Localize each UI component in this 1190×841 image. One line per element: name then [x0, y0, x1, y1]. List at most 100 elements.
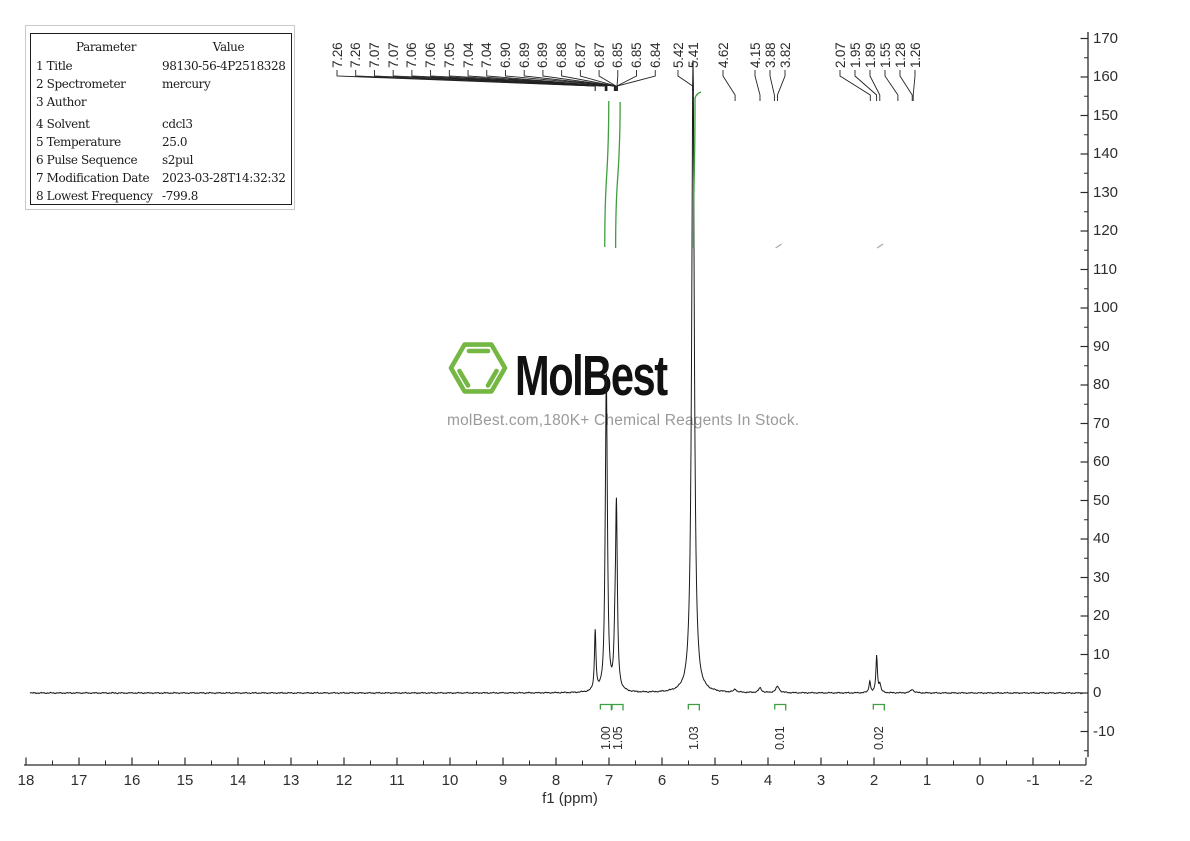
integral-value: 0.01 [773, 726, 788, 750]
y-tick-label: 40 [1093, 530, 1110, 547]
param-row-name: 1 Title [36, 59, 73, 73]
watermark-brand: MolBest [515, 344, 668, 408]
peak-label: 7.06 [404, 42, 420, 68]
y-tick-label: 150 [1093, 106, 1119, 124]
peak-label: 6.89 [516, 42, 532, 68]
integral-value: 0.02 [871, 726, 886, 750]
y-tick-label: 90 [1093, 337, 1110, 355]
param-row-value: 2023-03-28T14:32:32 [162, 171, 286, 185]
peak-label: 5.42 [670, 42, 686, 68]
param-row-name: 5 Temperature [36, 135, 121, 149]
watermark-tagline: molBest.com,180K+ Chemical Reagents In S… [447, 412, 800, 429]
peak-label: 1.26 [907, 42, 923, 68]
x-tick-label: 4 [763, 772, 773, 789]
peak-label: 6.87 [572, 42, 588, 68]
peak-label: 4.15 [747, 42, 763, 68]
peak-label: 7.04 [479, 42, 495, 68]
x-tick-label: 6 [657, 772, 667, 789]
integral-value: 1.03 [686, 726, 701, 750]
y-tick-label: 80 [1093, 376, 1110, 393]
peak-label: 7.04 [460, 42, 476, 68]
y-tick-label: 70 [1093, 414, 1110, 432]
x-tick-label: 8 [551, 772, 561, 789]
peak-label: 6.90 [497, 42, 513, 68]
param-row-value: cdcl3 [162, 117, 193, 131]
integral-curves [604, 91, 884, 249]
table-header-value: Value [212, 40, 245, 54]
y-tick-label: 30 [1093, 568, 1110, 586]
peak-leader-lines [336, 70, 916, 101]
peak-label: 4.62 [715, 42, 731, 68]
y-tick-label: 60 [1093, 453, 1110, 470]
peak-label: 6.84 [647, 42, 663, 68]
x-tick-label: 3 [816, 772, 826, 789]
x-tick-label: 18 [17, 772, 35, 789]
peak-label: 3.82 [777, 42, 793, 68]
param-row-name: 6 Pulse Sequence [36, 153, 138, 167]
peak-label: 7.26 [348, 42, 364, 68]
param-row-name: 4 Solvent [36, 117, 90, 131]
x-axis-title: f1 (ppm) [542, 790, 598, 807]
parameter-table-frame: Parameter Value 1 Title 98130-56-4P251832… [30, 33, 292, 205]
peak-label: 1.95 [847, 42, 863, 68]
peak-label: 5.41 [685, 42, 701, 68]
nmr-trace [29, 60, 1084, 695]
peak-label: 6.87 [591, 42, 607, 68]
peak-label: 6.89 [535, 42, 551, 68]
x-tick-label: 5 [710, 772, 720, 789]
y-tick-label: 120 [1093, 222, 1119, 239]
y-tick-label: 50 [1093, 491, 1110, 509]
peak-label: 7.07 [366, 42, 382, 68]
y-tick-label: 100 [1093, 299, 1119, 316]
peak-label: 3.88 [762, 42, 778, 68]
peak-label: 6.88 [554, 42, 570, 68]
y-tick-label: -10 [1093, 722, 1115, 740]
x-tick-label: 1 [922, 772, 932, 789]
peak-label: 1.89 [862, 42, 878, 68]
param-row-value: 25.0 [162, 135, 188, 149]
y-tick-label: 110 [1093, 260, 1117, 278]
x-tick-label: -2 [1079, 772, 1093, 789]
param-row-value: 98130-56-4P2518328 [162, 59, 286, 73]
integral-value: 1.05 [610, 726, 625, 750]
molbest-hexagon-icon [448, 342, 508, 394]
x-tick-label: 2 [869, 772, 879, 789]
peak-label: 7.07 [385, 42, 401, 68]
x-tick-label: 12 [335, 772, 353, 789]
x-tick-label: 15 [176, 772, 194, 789]
x-tick-label: 17 [70, 772, 88, 789]
peak-label: 6.85 [629, 42, 645, 68]
peak-label: 7.05 [441, 42, 457, 68]
param-row-value: s2pul [162, 153, 194, 167]
parameter-table: Parameter Value 1 Title 98130-56-4P251832… [25, 25, 295, 210]
x-tick-label: 0 [975, 772, 985, 789]
y-axis [1080, 32, 1089, 757]
x-tick-label: 7 [604, 772, 614, 789]
peak-label: 6.85 [610, 42, 626, 68]
x-axis [24, 757, 1087, 766]
peak-label: 7.06 [423, 42, 439, 68]
param-row-value: -799.8 [162, 189, 199, 203]
y-tick-label: 160 [1093, 68, 1119, 85]
peak-label: 2.07 [832, 42, 848, 68]
y-tick-label: 170 [1093, 29, 1119, 47]
x-tick-label: -1 [1026, 772, 1040, 789]
x-tick-label: 11 [389, 772, 405, 789]
y-tick-label: 140 [1093, 145, 1119, 162]
y-tick-label: 20 [1093, 607, 1110, 624]
param-row-value: mercury [162, 77, 211, 91]
table-header-parameter: Parameter [75, 40, 137, 54]
x-tick-label: 13 [282, 772, 300, 789]
param-row-name: 3 Author [36, 95, 87, 109]
y-tick-label: 10 [1093, 645, 1110, 663]
peak-label: 7.26 [329, 42, 345, 68]
x-tick-label: 10 [441, 772, 459, 789]
integral-markers [599, 703, 885, 711]
x-tick-label: 16 [123, 772, 141, 789]
param-row-name: 2 Spectrometer [36, 77, 126, 91]
peak-label: 1.28 [892, 42, 908, 68]
param-row-name: 8 Lowest Frequency [36, 189, 153, 203]
peak-label: 1.55 [877, 42, 893, 68]
